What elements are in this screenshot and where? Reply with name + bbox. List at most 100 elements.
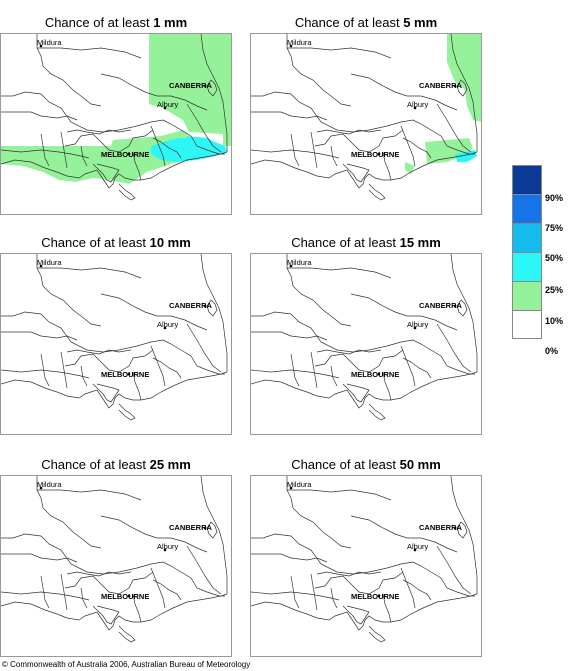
boundary-line [290,575,300,609]
boundary-line [368,183,386,201]
city-label-albury: Albury [157,320,179,329]
panel-title: Chance of at least 10 mm [41,235,191,250]
boundary-line [1,91,225,155]
boundary-line [200,254,228,372]
legend-label-10: 10% [545,316,564,326]
boundary-line [330,587,338,609]
boundary-line [382,371,392,401]
boundary-line [1,111,78,121]
legend-swatch-10-25 [512,281,542,310]
boundary-line [37,489,142,501]
boundary-line [152,137,182,159]
boundary-line [330,365,338,387]
boundary-line [251,111,328,121]
boundary-line [287,489,392,501]
boundary-line [456,79,468,97]
city-marker [203,526,207,530]
panel-title: Chance of at least 15 mm [291,235,441,250]
boundary-line [400,345,416,387]
city-label-melbourne: MELBOURNE [101,592,149,601]
boundary-line [60,573,68,611]
boundary-line [342,605,370,625]
boundary-line [92,383,120,403]
boundary-line [80,587,88,609]
city-label-melbourne: MELBOURNE [351,592,399,601]
boundary-line [100,73,158,97]
city-label-canberra: CANBERRA [419,523,463,532]
boundary-line [37,267,142,279]
boundary-line [64,349,154,373]
city-marker [377,594,381,598]
boundary-line [456,521,468,539]
city-label-melbourne: MELBOURNE [101,370,149,379]
city-marker [453,304,457,308]
boundary-line [132,371,142,401]
boundary-line [186,323,222,373]
city-label-mildura: Mildura [287,258,312,267]
rainfall-probability-area [149,34,231,146]
city-marker [127,594,131,598]
boundary-line [60,351,68,389]
boundary-line [132,151,142,181]
boundary-line [314,129,404,153]
city-marker [127,152,131,156]
city-label-albury: Albury [157,542,179,551]
boundary-line [402,357,432,379]
boundary-line [1,311,225,375]
boundary-line [92,605,120,625]
legend-label-0: 0% [545,346,559,356]
boundary-line [100,293,158,317]
boundary-line [251,151,478,189]
city-label-canberra: CANBERRA [419,301,463,310]
boundary-line [251,91,475,155]
victoria-map: Mildura CANBERRA Albury MELBOURNE [1,254,228,421]
boundary-line [157,315,208,331]
city-marker [413,326,417,330]
city-marker [39,264,43,268]
boundary-line [36,254,102,327]
boundary-line [60,131,68,169]
boundary-line [456,299,468,317]
boundary-line [330,145,338,167]
boundary-line [286,34,352,107]
boundary-line [310,573,318,611]
boundary-line [251,311,475,375]
boundary-line [382,151,392,181]
boundary-line [1,371,228,409]
boundary-line [436,103,472,153]
city-marker [39,486,43,490]
boundary-line [64,129,154,153]
victoria-map: Mildura CANBERRA Albury MELBOURNE [251,476,478,643]
boundary-line [450,476,478,594]
boundary-line [1,553,78,563]
boundary-line [342,383,370,403]
map-frame: Mildura CANBERRA Albury MELBOURNE [250,475,482,657]
boundary-line [1,331,78,341]
city-marker [377,372,381,376]
legend-label-50: 50% [545,253,564,263]
victoria-map: Mildura CANBERRA Albury MELBOURNE [1,476,228,643]
city-marker [39,44,43,48]
legend-swatch-75-90 [512,194,542,223]
boundary-line [186,545,222,595]
map-frame: Mildura CANBERRA Albury MELBOURNE [0,475,232,657]
panel-title: Chance of at least 5 mm [294,15,438,30]
boundary-line [314,571,404,595]
legend-swatch-90-100 [512,165,542,194]
boundary-line [66,349,132,355]
boundary-line [1,591,90,601]
map-frame: Mildura CANBERRA Albury MELBOURNE [250,33,482,215]
city-marker [289,264,293,268]
boundary-line [450,254,478,372]
boundary-line [40,575,50,609]
boundary-line [150,567,166,609]
boundary-line [368,403,386,421]
legend-swatch-0-10 [512,310,542,339]
city-label-canberra: CANBERRA [169,523,213,532]
city-marker [163,106,167,110]
boundary-line [1,151,228,189]
boundary-line [251,371,478,409]
boundary-line [286,254,352,327]
boundary-line [157,537,208,553]
legend-swatch-50-75 [512,223,542,252]
